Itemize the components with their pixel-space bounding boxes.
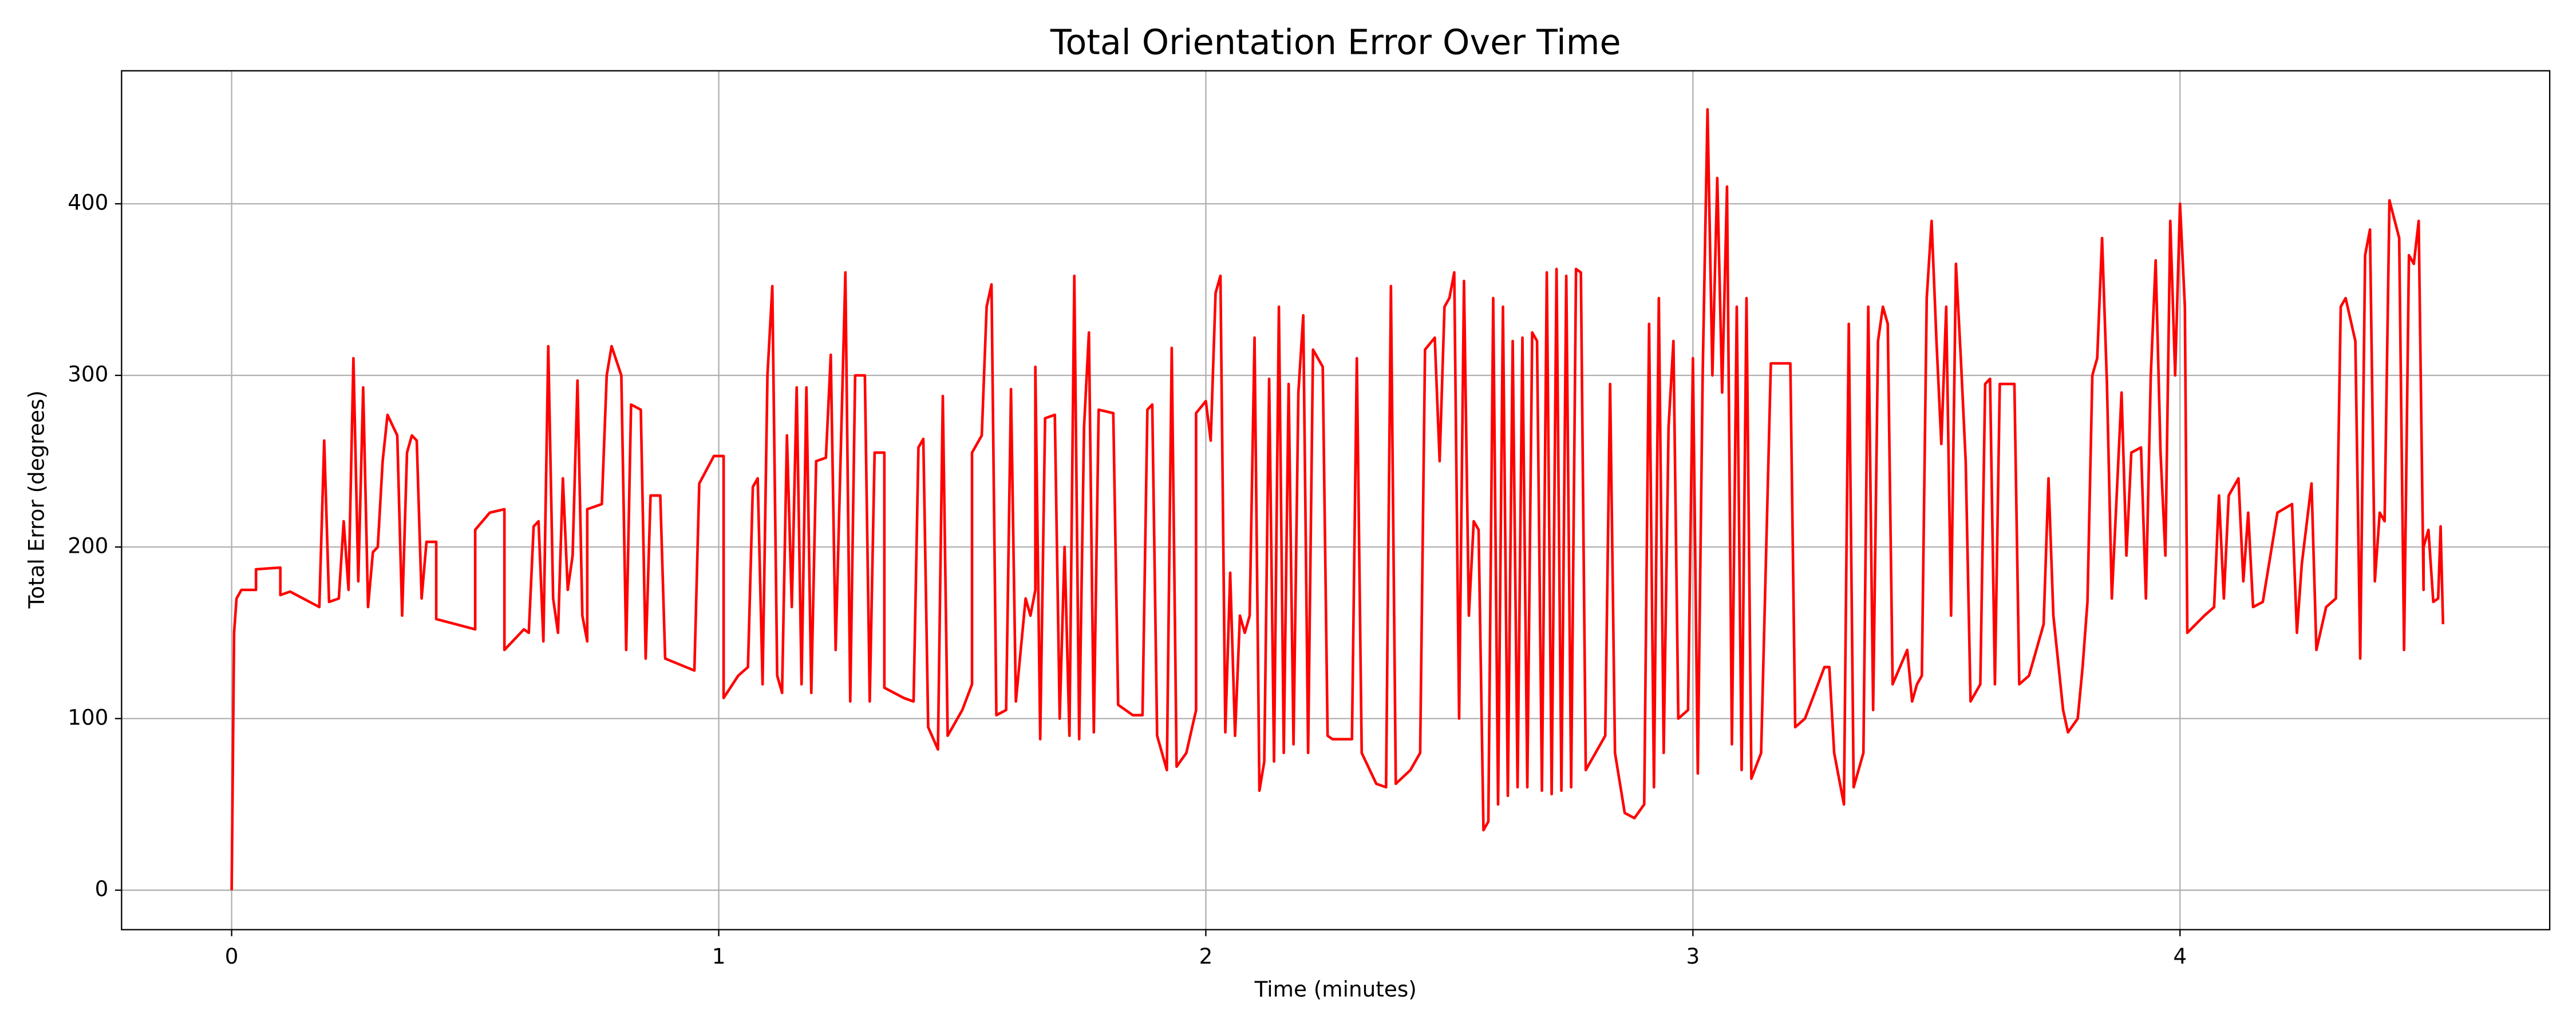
plot-frame [121,70,2551,930]
y-tick-label: 200 [68,533,108,558]
y-tick-label: 400 [68,190,108,215]
y-tick-label: 100 [68,704,108,730]
x-tick-label: 1 [712,944,726,969]
chart-title: Total Orientation Error Over Time [1050,22,1621,62]
data-line [230,108,2445,890]
x-tick-label: 0 [225,944,239,969]
x-tick-label: 3 [1686,944,1700,969]
y-axis-label: Total Error (degrees) [24,390,49,609]
y-tick-label: 300 [68,361,108,386]
x-tick-label: 2 [1199,944,1213,969]
x-axis-label: Time (minutes) [1254,976,1417,1001]
y-tick-label: 0 [95,876,109,901]
x-tick-label: 4 [2173,944,2187,969]
